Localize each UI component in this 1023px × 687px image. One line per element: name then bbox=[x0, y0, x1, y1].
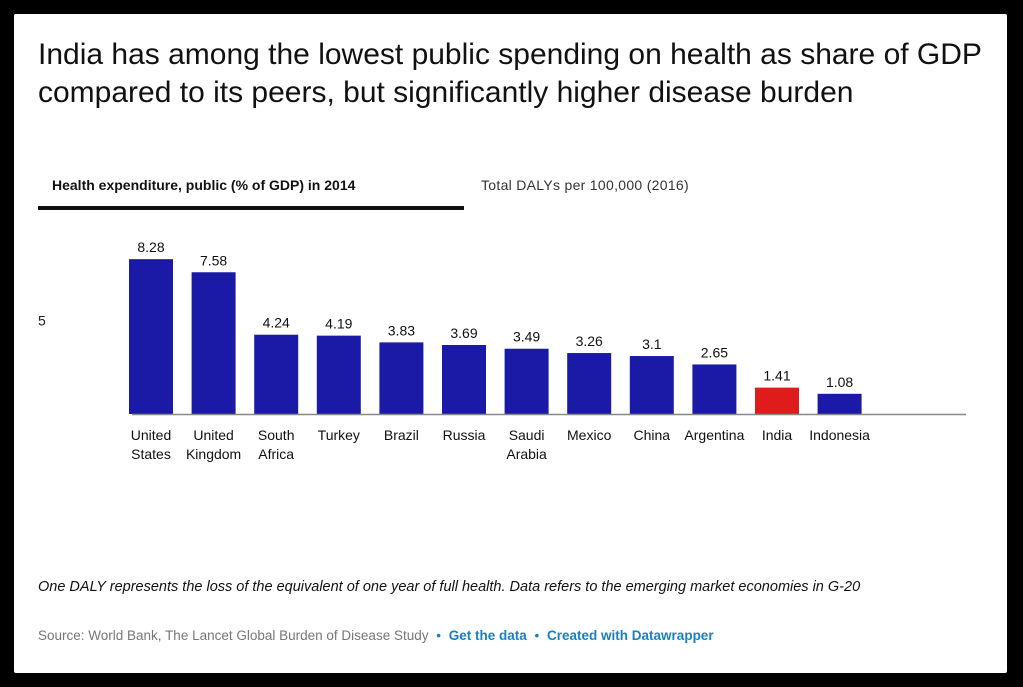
chart-note: One DALY represents the loss of the equi… bbox=[38, 579, 861, 595]
data-label: 7.58 bbox=[200, 252, 227, 268]
bar bbox=[442, 344, 486, 414]
x-tick-label: China bbox=[634, 427, 671, 443]
data-label: 1.41 bbox=[763, 368, 790, 384]
tab-bar: Health expenditure, public (% of GDP) in… bbox=[38, 174, 978, 210]
footer-separator: • bbox=[534, 628, 540, 643]
x-tick-label: Indonesia bbox=[809, 427, 870, 443]
chart-headline: India has among the lowest public spendi… bbox=[38, 38, 982, 109]
x-tick-label: Kingdom bbox=[186, 446, 241, 462]
x-tick-label: Saudi bbox=[509, 427, 545, 443]
x-tick-label: Arabia bbox=[506, 446, 547, 462]
get-data-link[interactable]: Get the data bbox=[448, 628, 527, 643]
source-text: Source: World Bank, The Lancet Global Bu… bbox=[38, 628, 429, 643]
x-tick-label: Argentina bbox=[684, 427, 744, 443]
x-tick-label: United bbox=[193, 427, 233, 443]
x-tick-label: India bbox=[762, 427, 793, 443]
x-tick-label: Russia bbox=[443, 427, 486, 443]
x-tick-label: Mexico bbox=[567, 427, 612, 443]
bar bbox=[129, 259, 173, 414]
data-label: 3.69 bbox=[450, 325, 477, 341]
chart-card: India has among the lowest public spendi… bbox=[14, 14, 1007, 673]
data-label: 3.1 bbox=[642, 336, 662, 352]
data-label: 3.49 bbox=[513, 329, 540, 345]
bar-chart: 5 8.28 United States 7.58 United Kingdom 4.24 So… bbox=[34, 229, 979, 489]
bar bbox=[567, 353, 612, 414]
bar bbox=[755, 387, 799, 414]
datawrapper-link[interactable]: Created with Datawrapper bbox=[547, 628, 714, 643]
y-tick-label: 5 bbox=[38, 313, 46, 329]
bar bbox=[629, 356, 674, 414]
tab-total-dalys[interactable]: Total DALYs per 100,000 (2016) bbox=[481, 177, 689, 193]
x-tick-label: States bbox=[131, 446, 171, 462]
data-label: 4.24 bbox=[263, 315, 290, 331]
tab-health-expenditure[interactable]: Health expenditure, public (% of GDP) in… bbox=[38, 174, 464, 210]
bar bbox=[692, 364, 737, 414]
x-tick-label: South bbox=[258, 427, 295, 443]
data-label: 8.28 bbox=[137, 239, 164, 255]
footer-separator: • bbox=[436, 628, 441, 643]
x-tick-label: United bbox=[131, 427, 171, 443]
bar bbox=[504, 348, 549, 414]
x-tick-label: Brazil bbox=[384, 427, 419, 443]
data-label: 2.65 bbox=[701, 344, 728, 360]
chart-footer: Source: World Bank, The Lancet Global Bu… bbox=[38, 628, 714, 643]
x-tick-label: Africa bbox=[258, 446, 294, 462]
bar bbox=[316, 335, 361, 414]
bar bbox=[254, 334, 299, 414]
x-tick-label: Turkey bbox=[318, 427, 360, 443]
data-label: 3.83 bbox=[388, 322, 415, 338]
bar-chart-svg: 5 8.28 United States 7.58 United Kingdom 4.24 So… bbox=[38, 239, 966, 462]
bar bbox=[191, 272, 236, 414]
data-label: 3.26 bbox=[576, 333, 603, 349]
bar bbox=[817, 393, 862, 414]
data-label: 1.08 bbox=[826, 374, 853, 390]
bar bbox=[379, 342, 424, 414]
data-label: 4.19 bbox=[325, 316, 352, 332]
